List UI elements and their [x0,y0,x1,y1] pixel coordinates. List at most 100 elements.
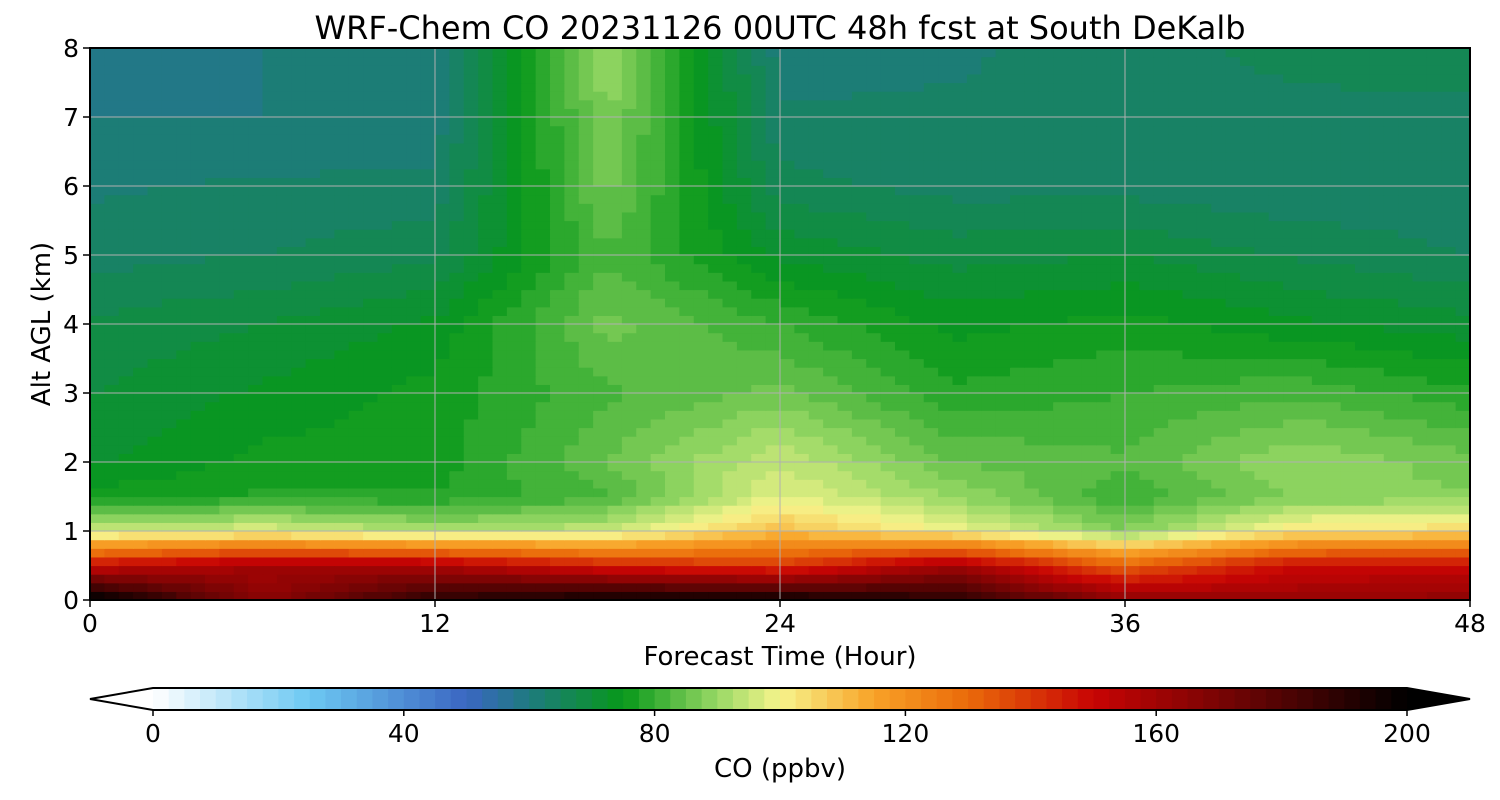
contour-cell [1110,522,1126,532]
contour-cell [1412,151,1428,161]
contour-cell [593,444,609,454]
contour-cell [593,418,609,429]
contour-cell [1355,539,1370,549]
contour-cell [981,410,997,420]
contour-cell [1139,487,1155,498]
contour-cell [1455,556,1470,567]
contour-cell [1038,246,1054,256]
contour-cell [262,255,278,265]
contour-cell [1297,565,1313,575]
contour-cell [736,272,752,282]
contour-cell [1053,211,1069,222]
contour-cell [923,505,939,515]
contour-cell [1369,298,1385,308]
contour-cell [521,255,537,265]
contour-cell [665,505,680,515]
contour-cell [521,186,537,196]
contour-cell [751,229,767,239]
contour-cell [866,453,882,463]
contour-cell [391,298,407,308]
contour-cell [118,324,134,334]
contour-cell [909,496,925,506]
contour-cell [1355,177,1370,187]
contour-cell [578,401,594,411]
contour-cell [895,401,910,411]
contour-cell [90,375,105,385]
contour-cell [521,427,537,437]
contour-cell [780,513,795,523]
contour-cell [995,151,1011,161]
contour-cell [1441,168,1457,178]
contour-cell [1355,522,1370,532]
contour-cell [880,151,896,161]
contour-cell [665,272,680,282]
contour-cell [233,565,249,575]
contour-cell [1153,539,1169,549]
contour-cell [104,462,120,472]
contour-cell [506,237,522,247]
contour-cell [1297,272,1313,282]
contour-cell [693,229,709,239]
contour-cell [205,220,220,230]
contour-cell [550,418,565,429]
contour-cell [564,332,580,342]
contour-cell [621,444,637,454]
contour-cell [765,410,781,420]
contour-cell [535,505,551,515]
contour-cell [463,436,479,446]
contour-cell [1268,315,1284,325]
contour-cell [837,479,853,489]
contour-cell [1024,358,1040,368]
contour-cell [1168,548,1184,558]
contour-cell [1168,211,1184,222]
contour-cell [1412,582,1428,592]
contour-cell [348,470,364,480]
contour-cell [449,358,465,368]
contour-cell [420,341,436,351]
contour-cell [1067,565,1083,575]
contour-cell [420,358,436,368]
contour-cell [564,298,580,308]
contour-cell [1196,393,1212,403]
contour-cell [765,367,781,377]
contour-cell [1153,375,1169,385]
contour-cell [147,341,163,351]
contour-cell [1311,384,1327,394]
contour-cell [808,324,824,334]
contour-cell [650,444,666,454]
contour-cell [233,332,249,342]
contour-cell [909,393,925,403]
contour-cell [1326,229,1342,239]
contour-cell [564,522,580,532]
contour-cell [1398,306,1414,316]
contour-cell [981,496,997,506]
contour-cell [1211,280,1227,291]
contour-cell [693,298,709,308]
contour-cell [1067,255,1083,265]
contour-cell [233,418,249,429]
contour-cell [851,341,867,351]
contour-cell [1412,505,1428,515]
contour-cell [1398,393,1414,403]
contour-cell [1297,306,1313,316]
contour-cell [765,582,781,592]
contour-cell [506,220,522,230]
contour-cell [535,220,551,230]
contour-cell [1426,384,1442,394]
contour-cell [578,539,594,549]
contour-cell [621,151,637,161]
contour-cell [550,151,565,161]
contour-cell [363,444,379,454]
contour-cell [492,237,508,247]
contour-cell [1283,531,1299,541]
contour-cell [880,401,896,411]
contour-cell [607,531,623,541]
contour-cell [1053,401,1069,411]
contour-cell [823,574,839,584]
contour-cell [593,151,609,161]
contour-cell [291,375,307,385]
contour-cell [1053,513,1069,523]
contour-cell [406,548,422,558]
contour-cell [736,574,752,584]
contour-cell [1081,315,1097,325]
